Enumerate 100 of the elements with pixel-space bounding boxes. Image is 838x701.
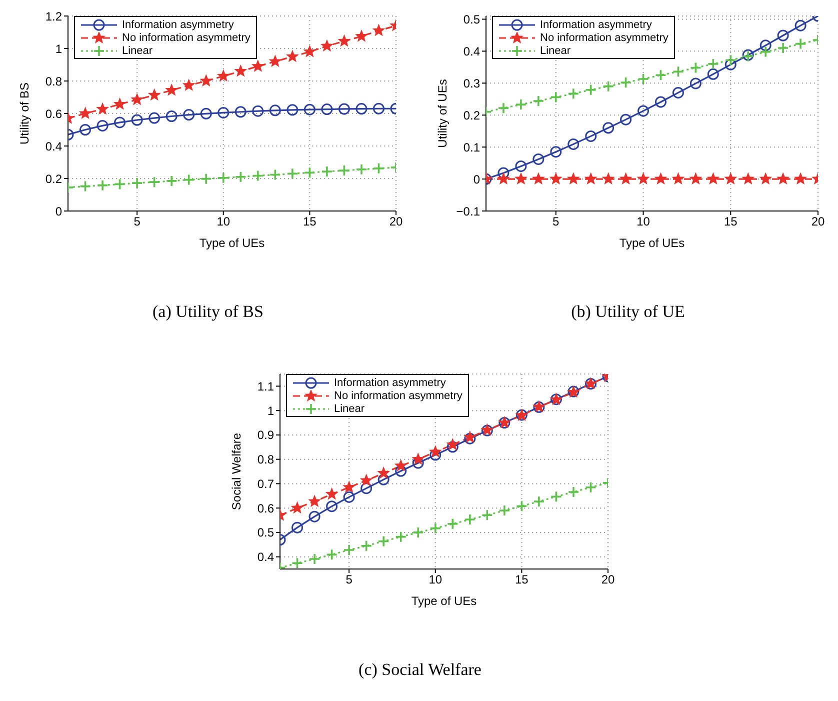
point <box>654 96 666 108</box>
point <box>292 522 304 534</box>
point <box>372 102 384 114</box>
point <box>182 174 195 186</box>
x-tick-label: 20 <box>811 214 825 229</box>
point <box>321 104 333 116</box>
point <box>724 172 737 184</box>
point <box>200 172 212 185</box>
point <box>550 490 562 503</box>
x-tick-label: 15 <box>303 214 317 229</box>
point <box>515 160 527 172</box>
point <box>760 172 772 184</box>
point <box>356 103 368 115</box>
legend-label: No information asymmetry <box>540 32 668 44</box>
text: (c) Social Welfare <box>358 660 482 680</box>
y-tick-label: 0.5 <box>257 526 274 540</box>
point <box>321 166 333 178</box>
point <box>654 69 667 82</box>
point <box>777 172 790 184</box>
point <box>394 460 407 472</box>
point <box>550 146 562 158</box>
point <box>742 172 754 184</box>
point <box>326 500 338 512</box>
y-tick-label: 0.4 <box>257 550 274 564</box>
point <box>356 164 368 176</box>
x-tick-label: 20 <box>601 572 615 587</box>
point <box>394 530 407 543</box>
y-axis-title: Utility of BS <box>17 82 32 145</box>
point <box>326 488 338 500</box>
x-axis-title: Type of UEs <box>199 236 265 250</box>
x-tick-label: 20 <box>389 214 403 229</box>
y-tick-label: 0.3 <box>463 76 480 90</box>
point <box>638 105 650 117</box>
y-tick-label: 0 <box>55 204 62 218</box>
x-tick-label: 10 <box>636 214 650 229</box>
point <box>654 172 667 184</box>
point <box>234 64 247 76</box>
y-tick-label: 0.5 <box>463 12 480 26</box>
point <box>291 502 304 514</box>
point <box>269 168 282 181</box>
point <box>131 93 144 105</box>
point <box>343 491 355 503</box>
y-tick-label: 1.2 <box>45 9 62 24</box>
point <box>532 172 544 184</box>
point <box>707 58 720 70</box>
point <box>131 177 143 189</box>
point <box>497 172 510 184</box>
point <box>584 84 597 96</box>
point <box>286 50 298 62</box>
point <box>326 548 338 561</box>
point <box>516 500 528 512</box>
y-tick-label: 0.8 <box>257 452 274 467</box>
point <box>148 112 160 124</box>
point <box>217 172 230 184</box>
point <box>252 170 264 182</box>
point <box>446 518 459 530</box>
point <box>429 522 442 534</box>
point <box>585 130 597 142</box>
point <box>304 45 316 57</box>
y-axis-title: Utility of UEs <box>435 79 450 148</box>
point <box>338 103 350 115</box>
point <box>412 453 424 464</box>
point <box>114 116 126 128</box>
point <box>430 449 442 461</box>
point <box>620 76 632 88</box>
y-tick-label: 0.4 <box>45 139 62 154</box>
point <box>498 102 510 114</box>
point <box>291 557 304 569</box>
point <box>355 30 368 42</box>
point <box>481 509 494 522</box>
legend-label: Information asymmetry <box>122 18 234 30</box>
point <box>429 446 442 458</box>
point <box>724 54 737 66</box>
point <box>79 180 92 192</box>
point <box>672 66 684 78</box>
point <box>304 104 316 116</box>
point <box>794 172 807 184</box>
point <box>707 172 720 184</box>
x-tick-label: 5 <box>346 572 353 587</box>
point <box>724 58 736 70</box>
text: (b) Utility of UE <box>570 302 686 322</box>
point <box>338 34 350 46</box>
point <box>794 20 806 32</box>
y-tick-label: 1.1 <box>257 379 274 394</box>
point <box>395 465 407 477</box>
point <box>707 68 719 80</box>
point <box>114 178 126 190</box>
point <box>269 55 282 67</box>
x-tick-label: 15 <box>724 214 738 229</box>
point <box>602 172 614 184</box>
point <box>304 166 316 179</box>
point <box>200 74 212 86</box>
point <box>166 175 178 187</box>
point <box>378 466 390 478</box>
point <box>269 104 281 116</box>
point <box>96 120 108 132</box>
y-tick-label: 0.9 <box>257 428 274 442</box>
point <box>308 495 321 507</box>
point <box>567 88 580 100</box>
text: (a) Utility of BS <box>152 302 264 322</box>
